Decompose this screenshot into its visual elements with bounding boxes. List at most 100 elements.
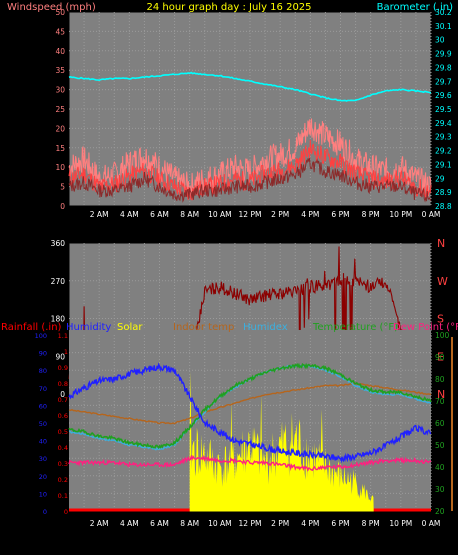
compass-label: W <box>437 275 448 288</box>
wind-x-tick-label: 6 PM <box>331 210 349 219</box>
barometer-line <box>68 71 432 102</box>
barometer-tick-label: 29.5 <box>435 105 452 114</box>
barometer-tick-label: 30.2 <box>435 8 452 17</box>
humidity-tick-label: 30 <box>39 455 47 463</box>
wind-x-tick-label: 8 PM <box>362 210 380 219</box>
rainfall-tick-label: 1.1 <box>58 332 68 340</box>
temperature-tick-label: 100 <box>435 331 450 340</box>
barometer-tick-label: 30 <box>435 36 445 45</box>
wind-tick-label: 45 <box>55 27 65 36</box>
compass-label: E <box>437 350 444 363</box>
barometer-tick-label: 29.6 <box>435 91 452 100</box>
rainfall-tick-label: 1 <box>64 348 68 356</box>
temperature-tick-label: 20 <box>435 507 445 516</box>
rainfall-tick-label: 0.8 <box>58 380 68 388</box>
climate-x-tick-label: 6 PM <box>331 519 349 528</box>
barometer-tick-label: 29.8 <box>435 63 452 72</box>
wind-average-line <box>68 158 432 203</box>
compass-label: N <box>437 237 445 250</box>
indoor-temp-line <box>68 382 432 425</box>
direction-tick-label: 90 <box>55 352 65 361</box>
wind-tick-label: 25 <box>55 105 65 114</box>
wind-tick-label: 20 <box>55 124 65 133</box>
humidity-tick-label: 80 <box>39 367 47 375</box>
wind-x-tick-label: 8 AM <box>180 210 199 219</box>
indoor-temp-axis-label: Indoor temp <box>173 322 234 333</box>
direction-tick-label: 180 <box>51 315 66 324</box>
barometer-axis-label: Barometer (.in) <box>377 2 453 13</box>
solar-area <box>189 371 374 511</box>
climate-x-tick-label: 2 AM <box>90 519 109 528</box>
wind-x-tick-label: 2 PM <box>271 210 289 219</box>
direction-tick-label: 270 <box>51 277 66 286</box>
climate-x-tick-label: 10 AM <box>208 519 232 528</box>
wind-gust-line <box>68 118 432 199</box>
barometer-tick-label: 28.9 <box>435 188 452 197</box>
barometer-tick-label: 29 <box>435 174 445 183</box>
climate-x-tick-label: 2 PM <box>271 519 289 528</box>
climate-x-tick-label: 6 AM <box>150 519 169 528</box>
dewpoint-axis-label: Dew Point (°F) <box>393 322 458 333</box>
climate-x-tick-label: 10 PM <box>389 519 412 528</box>
temperature-tick-label: 90 <box>435 353 445 362</box>
barometer-tick-label: 29.9 <box>435 50 452 59</box>
rainfall-tick-label: 0.2 <box>58 476 68 484</box>
humidity-axis-label: Humidity <box>66 322 111 333</box>
climate-x-tick-label: 12 PM <box>239 519 262 528</box>
rainfall-tick-label: 0.1 <box>58 492 68 500</box>
rainfall-tick-label: 0.7 <box>58 396 68 404</box>
wind-x-tick-label: 10 PM <box>389 210 412 219</box>
temperature-axis-label: Temperature (°F) <box>312 322 398 333</box>
temperature-tick-label: 50 <box>435 441 445 450</box>
climate-x-tick-label: 8 AM <box>180 519 199 528</box>
rainfall-tick-label: 0.6 <box>58 412 68 420</box>
wind-tick-label: 35 <box>55 66 65 75</box>
temperature-tick-label: 60 <box>435 419 445 428</box>
humidity-tick-label: 50 <box>39 420 47 428</box>
wind-tick-label: 50 <box>55 8 65 17</box>
graph-title: 24 hour graph day : July 16 2025 <box>146 2 311 13</box>
climate-x-tick-label: 4 AM <box>120 519 139 528</box>
wind-tick-label: 15 <box>55 144 65 153</box>
temperature-line <box>68 362 432 450</box>
wind-tick-label: 0 <box>60 202 65 211</box>
solar-axis-label: Solar <box>117 322 143 333</box>
compass-label: S <box>437 313 444 326</box>
wind-tick-label: 5 <box>60 183 65 192</box>
barometer-tick-label: 28.8 <box>435 202 452 211</box>
wind-tick-label: 10 <box>55 163 65 172</box>
humidity-tick-label: 20 <box>39 473 47 481</box>
humidity-tick-label: 60 <box>39 402 47 410</box>
wind-tick-label: 30 <box>55 86 65 95</box>
barometer-tick-label: 29.1 <box>435 160 452 169</box>
humidity-tick-label: 0 <box>43 508 47 516</box>
wind-x-tick-label: 10 AM <box>208 210 232 219</box>
rainfall-axis-label: Rainfall (.in) <box>1 322 62 333</box>
direction-tick-label: 360 <box>51 239 66 248</box>
windspeed-axis-label: Windspeed (mph) <box>7 2 96 13</box>
rainfall-tick-label: 0.3 <box>58 460 68 468</box>
barometer-tick-label: 29.4 <box>435 119 452 128</box>
rainfall-tick-label: 0.4 <box>58 444 68 452</box>
wind-x-tick-label: 0 AM <box>422 210 441 219</box>
dewpoint-line <box>68 454 432 472</box>
rainfall-tick-label: 0 <box>64 508 68 516</box>
barometer-tick-label: 29.2 <box>435 147 452 156</box>
direction-tick-label: 0 <box>60 390 65 399</box>
rainfall-tick-label: 0.5 <box>58 428 68 436</box>
humidity-tick-label: 70 <box>39 385 47 393</box>
temperature-tick-label: 70 <box>435 397 445 406</box>
humidity-tick-label: 40 <box>39 438 47 446</box>
compass-label: N <box>437 388 445 401</box>
temperature-tick-label: 30 <box>435 485 445 494</box>
wind-x-tick-label: 2 AM <box>90 210 109 219</box>
climate-x-tick-label: 4 PM <box>301 519 319 528</box>
climate-x-tick-label: 0 AM <box>422 519 441 528</box>
wind-gust-line-2 <box>68 139 432 201</box>
humidex-axis-label: Humidex <box>243 322 288 333</box>
humidity-tick-label: 100 <box>35 332 47 340</box>
wind-x-tick-label: 4 AM <box>120 210 139 219</box>
barometer-tick-label: 29.7 <box>435 77 452 86</box>
